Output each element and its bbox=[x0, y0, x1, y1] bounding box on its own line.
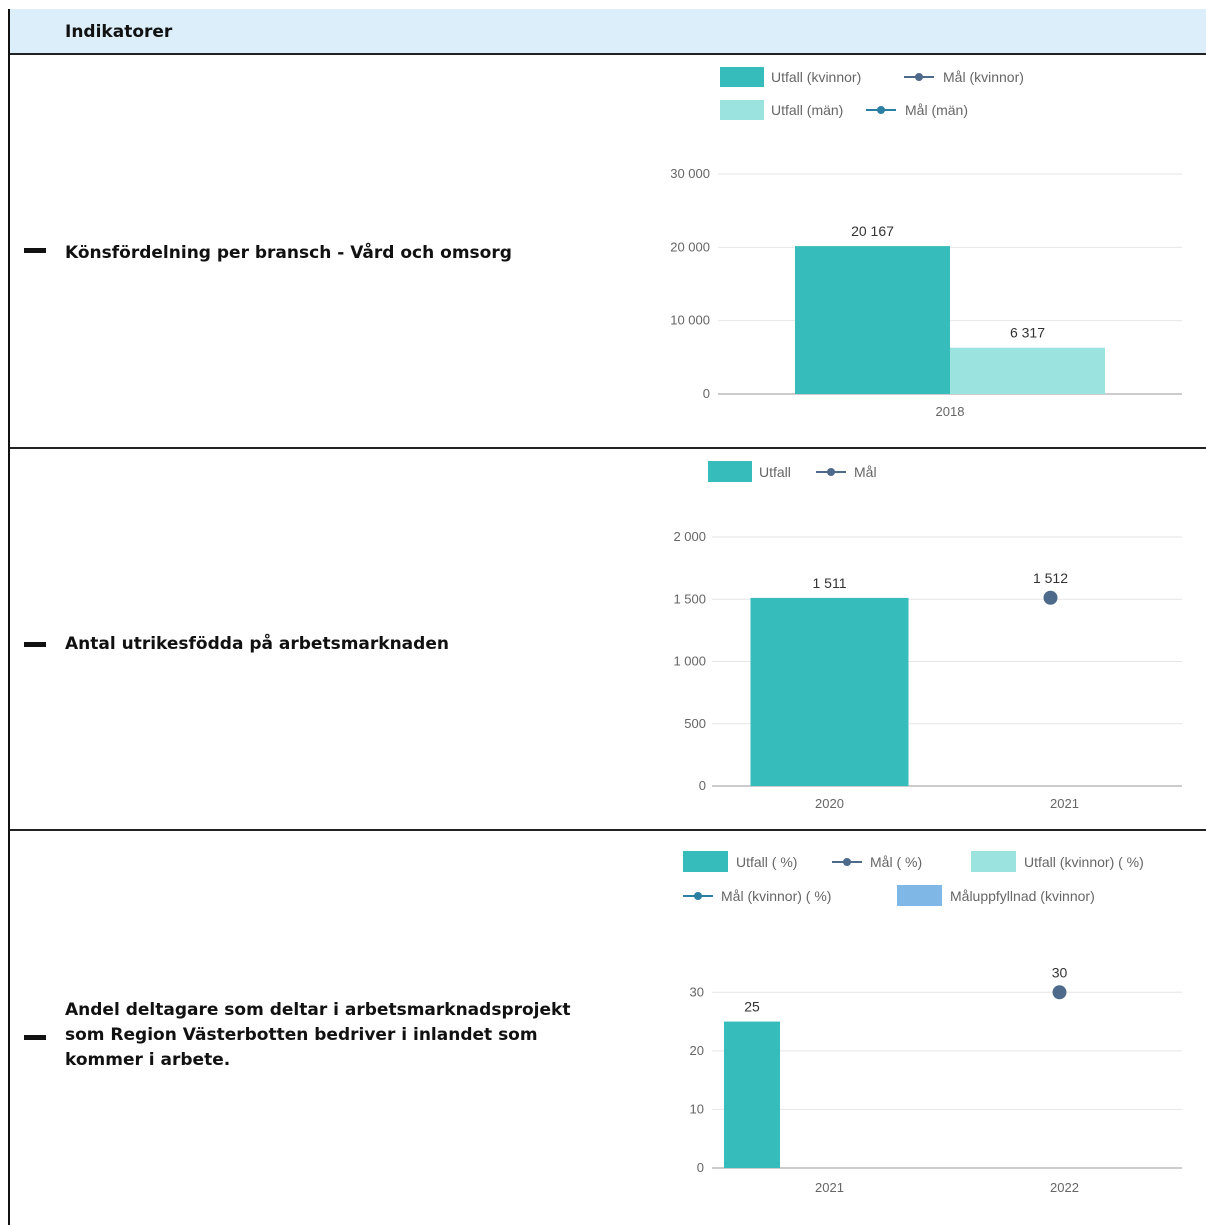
goal-point bbox=[1043, 590, 1058, 605]
legend-label-mal-kvinnor-pct: Mål (kvinnor) ( %) bbox=[721, 888, 831, 904]
row-separator bbox=[10, 829, 1206, 831]
x-tick-label: 2020 bbox=[815, 796, 844, 811]
collapse-dash-icon[interactable] bbox=[24, 248, 46, 253]
indicator-label-2: Antal utrikesfödda på arbetsmarknaden bbox=[65, 632, 605, 657]
legend-label-utfall-kvinnor: Utfall (kvinnor) bbox=[771, 69, 861, 85]
bar bbox=[795, 246, 950, 394]
y-tick-label: 0 bbox=[703, 386, 710, 401]
y-tick-label: 20 bbox=[690, 1043, 704, 1058]
y-tick-label: 30 bbox=[690, 984, 704, 999]
indicator-label-2-line: Antal utrikesfödda på arbetsmarknaden bbox=[65, 634, 449, 654]
collapse-dash-icon[interactable] bbox=[24, 642, 46, 647]
legend-label-utfall-man: Utfall (män) bbox=[771, 102, 843, 118]
legend-swatch-utfall-man bbox=[720, 100, 764, 120]
indicator-label-1: Könsfördelning per bransch - Vård och om… bbox=[65, 243, 512, 263]
row-separator bbox=[10, 447, 1206, 449]
x-tick-label: 2021 bbox=[1050, 796, 1079, 811]
goal-value-label: 30 bbox=[1052, 964, 1068, 980]
chart-vard-och-omsorg: Utfall (kvinnor) Mål (kvinnor) Utfall (m… bbox=[670, 67, 1182, 419]
x-tick-label: 2018 bbox=[936, 404, 965, 419]
legend-swatch-utfall-kvinnor bbox=[720, 67, 764, 87]
legend-label-mal-kvinnor: Mål (kvinnor) bbox=[943, 69, 1024, 85]
chart-utrikesfodda: Utfall Mål 0 500 1 000 1 500 2 000 2020 2021 1 … bbox=[673, 461, 1182, 811]
legend-swatch-utfall-pct bbox=[683, 851, 728, 872]
y-tick-label: 0 bbox=[699, 778, 706, 793]
legend-line-mal-pct bbox=[832, 858, 862, 866]
y-tick-label: 2 000 bbox=[673, 529, 706, 544]
indicator-label-3: Andel deltagare som deltar i arbetsmarkn… bbox=[65, 998, 605, 1073]
table-header: Indikatorer bbox=[10, 9, 1206, 55]
goal-point bbox=[1052, 985, 1067, 1000]
y-tick-label: 0 bbox=[697, 1160, 704, 1175]
legend-line-mal-kvinnor bbox=[904, 73, 934, 81]
collapse-dash-icon[interactable] bbox=[24, 1035, 46, 1040]
y-tick-label: 1 500 bbox=[673, 591, 706, 606]
bar bbox=[950, 347, 1105, 394]
y-tick-label: 10 000 bbox=[670, 313, 710, 328]
legend-label-utfall-kvinnor-pct: Utfall (kvinnor) ( %) bbox=[1024, 854, 1144, 870]
y-tick-label: 10 bbox=[690, 1101, 704, 1116]
legend-label-mal-pct: Mål ( %) bbox=[870, 854, 922, 870]
legend-line-mal-man bbox=[866, 106, 896, 114]
y-tick-label: 1 000 bbox=[673, 654, 706, 669]
bar-value-label: 25 bbox=[744, 999, 760, 1015]
legend-label-utfall: Utfall bbox=[759, 464, 791, 480]
legend-line-mal bbox=[816, 468, 846, 476]
table-header-title: Indikatorer bbox=[65, 22, 173, 42]
legend-swatch-utfall-kvinnor-pct bbox=[971, 851, 1016, 872]
legend-label-maluppfyllnad-kvinnor: Måluppfyllnad (kvinnor) bbox=[950, 888, 1095, 904]
x-tick-label: 2022 bbox=[1050, 1180, 1079, 1195]
bar bbox=[750, 597, 909, 786]
indicator-label-3-line: Andel deltagare som deltar i arbetsmarkn… bbox=[65, 1000, 571, 1020]
y-tick-label: 30 000 bbox=[670, 166, 710, 181]
legend-label-utfall-pct: Utfall ( %) bbox=[736, 854, 797, 870]
bar-value-label: 20 167 bbox=[851, 223, 894, 239]
legend-swatch-utfall bbox=[708, 461, 752, 482]
y-tick-label: 20 000 bbox=[670, 239, 710, 254]
indicator-label-3-line: som Region Västerbotten bedriver i inlan… bbox=[65, 1025, 538, 1045]
x-tick-label: 2021 bbox=[815, 1180, 844, 1195]
table-left-border bbox=[8, 9, 10, 1225]
legend-swatch-maluppfyllnad-kvinnor bbox=[897, 885, 942, 906]
legend-label-mal: Mål bbox=[854, 464, 877, 480]
bar-value-label: 6 317 bbox=[1010, 325, 1045, 341]
bar bbox=[724, 1021, 780, 1168]
legend-line-mal-kvinnor-pct bbox=[683, 892, 713, 900]
legend-label-mal-man: Mål (män) bbox=[905, 102, 968, 118]
bar-value-label: 1 511 bbox=[813, 575, 847, 591]
y-tick-label: 500 bbox=[684, 716, 706, 731]
goal-value-label: 1 512 bbox=[1033, 570, 1068, 586]
indicator-label-3-line: kommer i arbete. bbox=[65, 1050, 231, 1070]
chart-andel-deltagare: Utfall ( %) Mål ( %) Utfall (kvinnor) ( … bbox=[683, 851, 1182, 1195]
